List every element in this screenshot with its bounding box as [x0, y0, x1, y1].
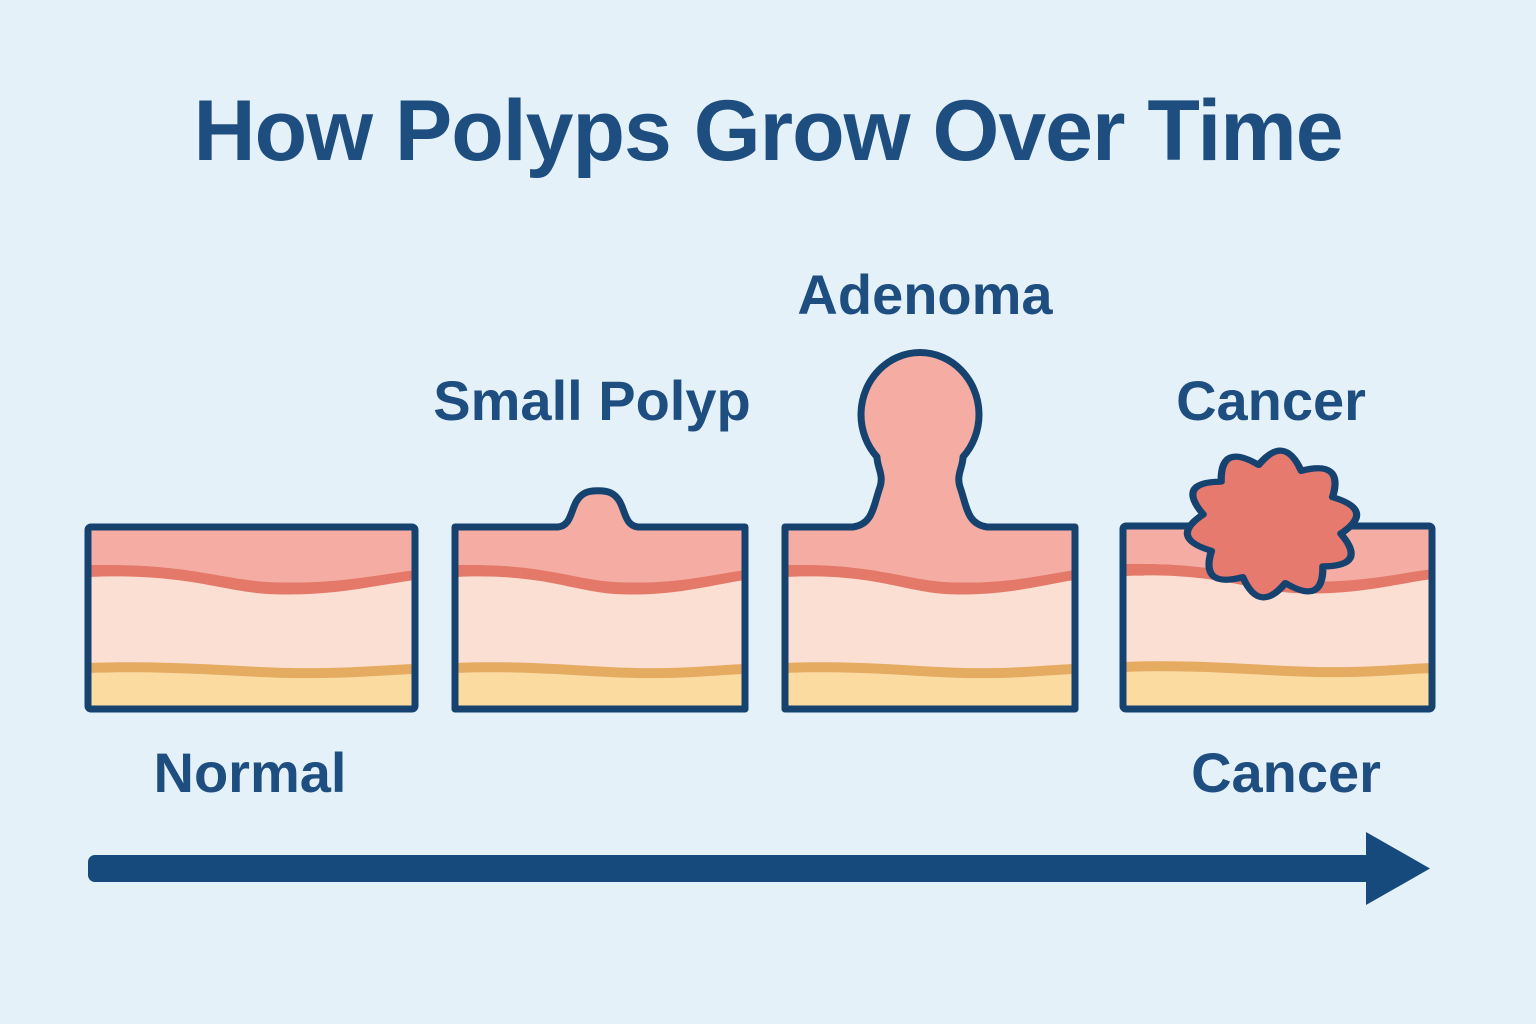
panel-border — [451, 487, 749, 713]
mucosa-layer — [88, 527, 415, 583]
muscle-band — [88, 662, 415, 679]
muscle-layer — [1123, 671, 1432, 708]
figure-title: How Polyps Grow Over Time — [193, 83, 1343, 179]
arrow-shaft — [88, 855, 1372, 882]
label-small-polyp: Small Polyp — [433, 369, 751, 432]
panel-normal — [84, 523, 419, 713]
arrow-head — [1366, 832, 1430, 905]
muscle-layer — [785, 672, 1075, 709]
muscle-band — [455, 662, 745, 679]
panel-adenoma — [781, 349, 1079, 713]
mucosa-layer — [785, 352, 1075, 583]
muscle-band — [1123, 661, 1432, 678]
mucosa-band — [785, 564, 1075, 595]
muscle-layer — [88, 672, 415, 709]
timeline-arrow — [88, 832, 1430, 905]
mucosa-band — [1123, 563, 1432, 594]
mucosa-band — [455, 564, 745, 595]
mucosa-band — [88, 564, 415, 595]
label-cancer-top: Cancer — [1176, 369, 1366, 432]
panel-cancer — [1119, 522, 1436, 713]
label-cancer-bottom: Cancer — [1191, 741, 1381, 804]
cancer-tumor — [1183, 447, 1361, 601]
muscle-band — [785, 662, 1075, 679]
submucosa-layer — [88, 527, 415, 709]
panel-border — [781, 349, 1079, 713]
label-adenoma: Adenoma — [797, 263, 1053, 326]
panel-border — [84, 523, 419, 713]
muscle-layer — [455, 672, 745, 709]
label-normal: Normal — [153, 741, 347, 804]
tumor-shape — [1183, 447, 1361, 601]
